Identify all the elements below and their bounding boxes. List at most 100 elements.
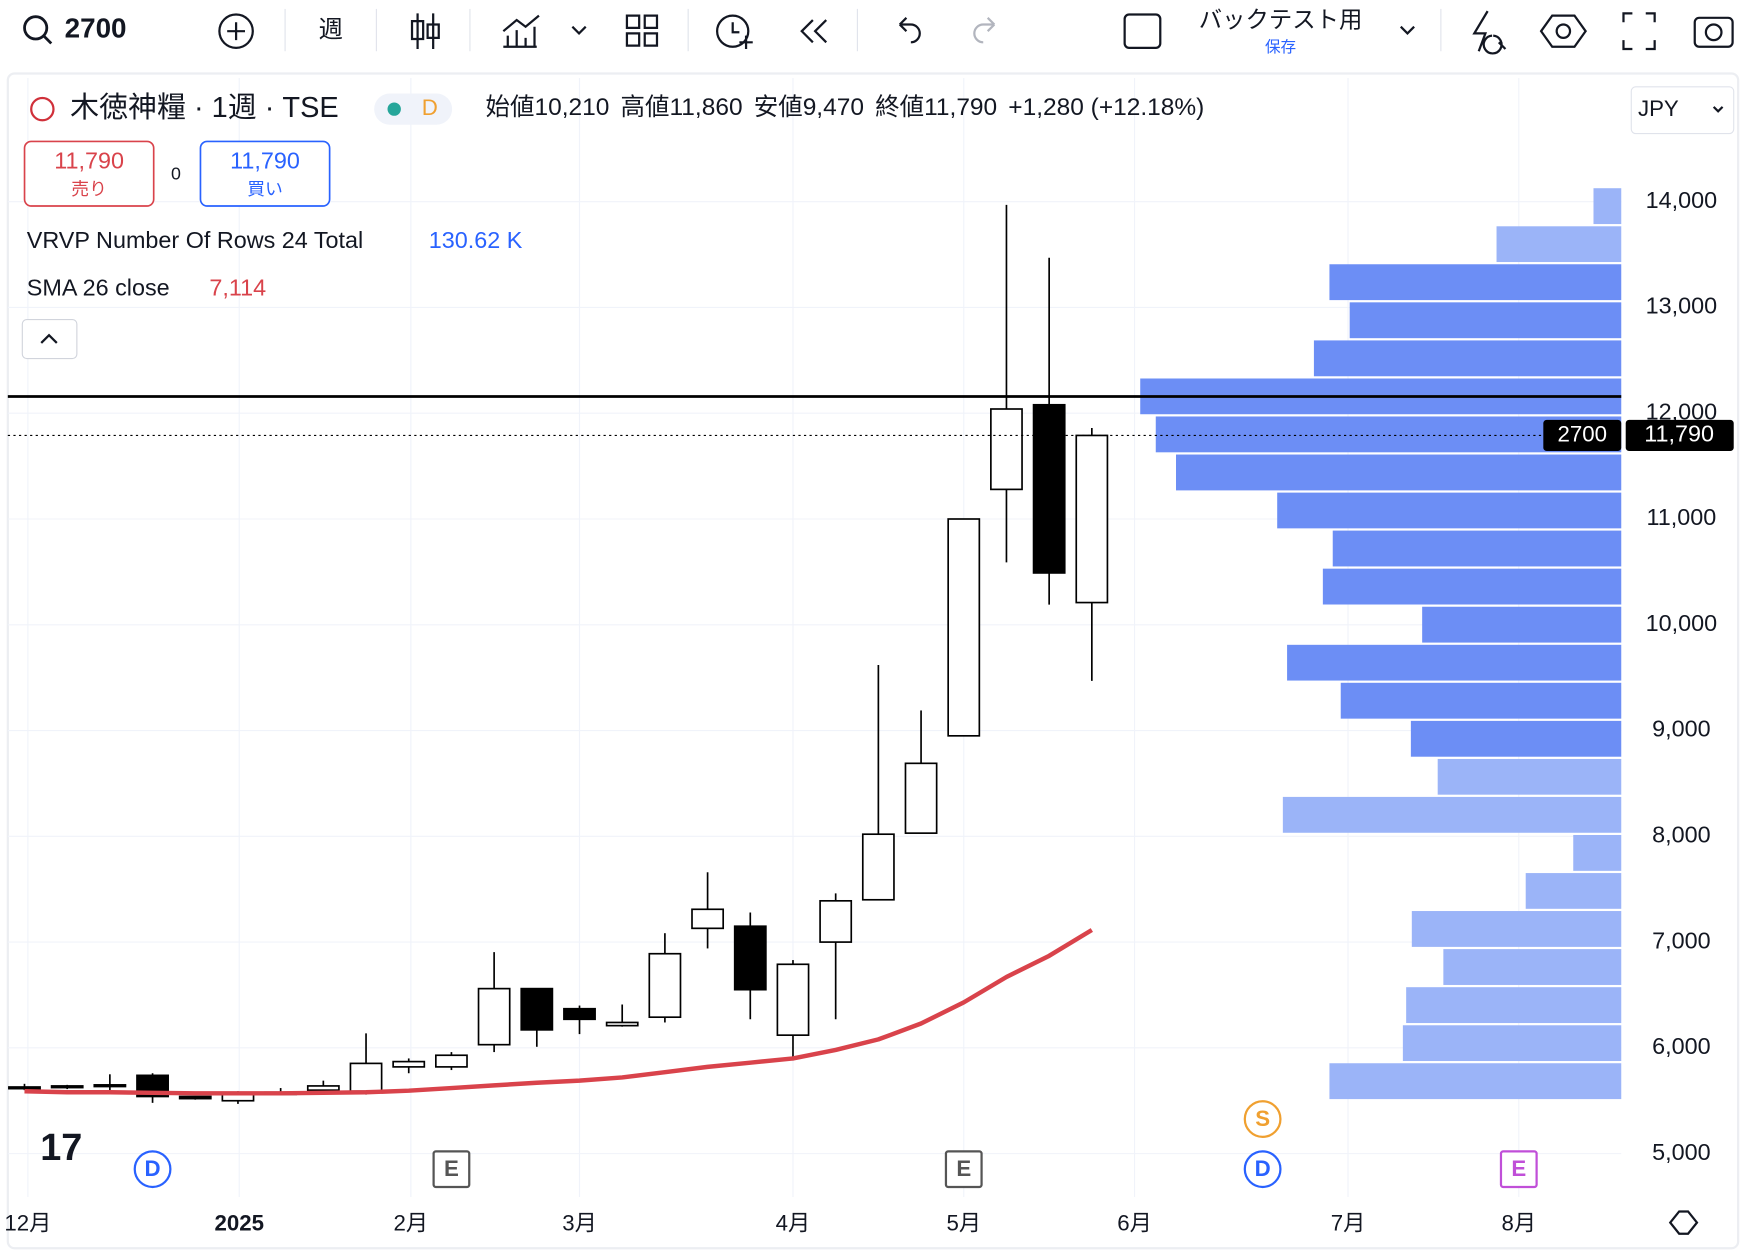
event-label: D bbox=[1255, 1156, 1271, 1181]
volume-profile-bar bbox=[1410, 720, 1622, 757]
volume-profile-bar bbox=[1313, 340, 1622, 377]
sell-button[interactable] bbox=[23, 140, 155, 207]
ohlc-value: 11,790 bbox=[924, 95, 997, 122]
save-label[interactable]: 保存 bbox=[1265, 38, 1296, 56]
dropdown bbox=[1712, 106, 1724, 113]
layout-checkbox[interactable] bbox=[1123, 13, 1162, 49]
event-marker[interactable]: D bbox=[1243, 1150, 1282, 1189]
redo[interactable] bbox=[973, 17, 996, 44]
price-tag-label: 11,790 bbox=[1644, 421, 1714, 447]
candle-body bbox=[947, 518, 981, 737]
candle-body bbox=[563, 1007, 596, 1021]
axis-settings[interactable] bbox=[1668, 1210, 1699, 1235]
add-icon[interactable] bbox=[218, 13, 254, 49]
y-tick-label: 13,000 bbox=[1646, 293, 1718, 319]
x-tick-label: 6月 bbox=[1117, 1211, 1152, 1236]
quick-search[interactable] bbox=[1472, 10, 1507, 55]
sma-line bbox=[24, 928, 1093, 1096]
symbol-title: 木徳神糧 · 1週 · TSE bbox=[70, 92, 339, 124]
x-tick-label: 8月 bbox=[1501, 1211, 1536, 1236]
event-badge bbox=[1499, 1150, 1538, 1189]
volume-profile-bar bbox=[1406, 987, 1622, 1024]
vrvp-value: 130.62 K bbox=[429, 227, 523, 253]
screenshot[interactable] bbox=[1693, 16, 1734, 48]
logo: 17 bbox=[40, 1127, 82, 1169]
y-tick-label: 11,000 bbox=[1647, 504, 1717, 530]
alert-icon[interactable] bbox=[716, 14, 750, 48]
event-marker[interactable]: E bbox=[1499, 1150, 1538, 1189]
buy-label: 買い bbox=[247, 179, 283, 199]
ohlc-value: 10,210 bbox=[534, 95, 609, 122]
sma-value: 7,114 bbox=[209, 275, 266, 301]
volume-profile-bar bbox=[1593, 188, 1622, 225]
y-tick-label: 7,000 bbox=[1652, 927, 1711, 953]
candle-body bbox=[392, 1060, 426, 1068]
dropdown[interactable] bbox=[1399, 25, 1415, 35]
buy-button[interactable] bbox=[199, 140, 331, 207]
candle-body bbox=[477, 987, 511, 1046]
candle-body bbox=[1075, 434, 1109, 604]
sma-label: SMA 26 close bbox=[27, 275, 170, 301]
volume-profile-bar bbox=[1176, 454, 1622, 491]
collapse-button[interactable] bbox=[21, 319, 78, 360]
replay-icon[interactable] bbox=[800, 19, 828, 44]
chart-panel bbox=[6, 72, 1740, 1250]
x-tick-label: 12月 bbox=[4, 1211, 51, 1236]
indicator-icon[interactable] bbox=[502, 14, 540, 48]
candle-body bbox=[691, 908, 725, 930]
layout-icon[interactable] bbox=[625, 14, 659, 47]
event-marker[interactable]: E bbox=[432, 1150, 471, 1189]
search-icon[interactable] bbox=[23, 15, 49, 41]
interval[interactable]: 週 bbox=[318, 17, 342, 44]
currency[interactable]: JPY bbox=[1638, 96, 1679, 121]
event-label: S bbox=[1255, 1106, 1270, 1131]
event-marker[interactable]: E bbox=[944, 1150, 983, 1189]
currency-select[interactable] bbox=[1630, 86, 1735, 135]
volume-profile-bar bbox=[1525, 873, 1622, 909]
volume-profile-bar bbox=[1437, 758, 1622, 795]
vrvp-label: VRVP Number Of Rows 24 Total bbox=[27, 227, 364, 253]
x-tick-label: 4月 bbox=[776, 1211, 811, 1236]
volume-profile-bar bbox=[1322, 568, 1622, 605]
candle-body bbox=[1032, 403, 1066, 574]
candle-body bbox=[93, 1084, 127, 1088]
y-tick-label: 10,000 bbox=[1646, 610, 1718, 636]
plot: 5,0006,0007,0008,0009,00010,00011,00012,… bbox=[4, 77, 1734, 1236]
dropdown[interactable] bbox=[571, 25, 587, 35]
symbol-logo bbox=[30, 96, 55, 122]
volume-profile-bar bbox=[1411, 911, 1622, 947]
volume-profile-bar bbox=[1443, 949, 1622, 985]
search-icon bbox=[42, 34, 53, 45]
fullscreen[interactable] bbox=[1622, 12, 1656, 51]
symbol[interactable]: 2700 bbox=[65, 12, 127, 43]
candle-body bbox=[904, 762, 938, 834]
layout-name[interactable]: バックテスト用 bbox=[1199, 6, 1363, 32]
ohlc-label: 終値 bbox=[875, 94, 924, 122]
ohlc-change: +1,280 (+12.18%) bbox=[1008, 95, 1204, 122]
candle-body bbox=[990, 408, 1023, 491]
ohlc-label: 高値 bbox=[621, 94, 670, 122]
settings[interactable] bbox=[1539, 14, 1587, 48]
undo[interactable] bbox=[898, 17, 921, 44]
y-tick-label: 5,000 bbox=[1652, 1139, 1711, 1165]
buy-price: 11,790 bbox=[230, 148, 300, 174]
candle-body bbox=[306, 1085, 340, 1091]
candle-body bbox=[648, 952, 682, 1019]
volume-profile-bar bbox=[1402, 1025, 1622, 1062]
event-marker[interactable]: S bbox=[1243, 1100, 1282, 1138]
delay-badge: D bbox=[422, 95, 438, 120]
x-tick-label: 5月 bbox=[946, 1211, 981, 1236]
volume-profile-bar bbox=[1496, 226, 1622, 263]
x-tick-label: 2月 bbox=[394, 1211, 429, 1236]
y-tick-label: 9,000 bbox=[1652, 716, 1711, 742]
volume-profile-bar bbox=[1332, 530, 1622, 567]
ohlc-value: 11,860 bbox=[670, 95, 743, 122]
candle-icon[interactable] bbox=[410, 13, 440, 49]
event-marker[interactable]: D bbox=[133, 1150, 172, 1189]
candle-body bbox=[435, 1054, 468, 1068]
candle-body bbox=[733, 925, 767, 991]
event-badge bbox=[944, 1150, 983, 1189]
collapse-icon bbox=[40, 333, 58, 344]
volume-profile-bar bbox=[1277, 492, 1622, 529]
status-badge bbox=[374, 93, 453, 125]
